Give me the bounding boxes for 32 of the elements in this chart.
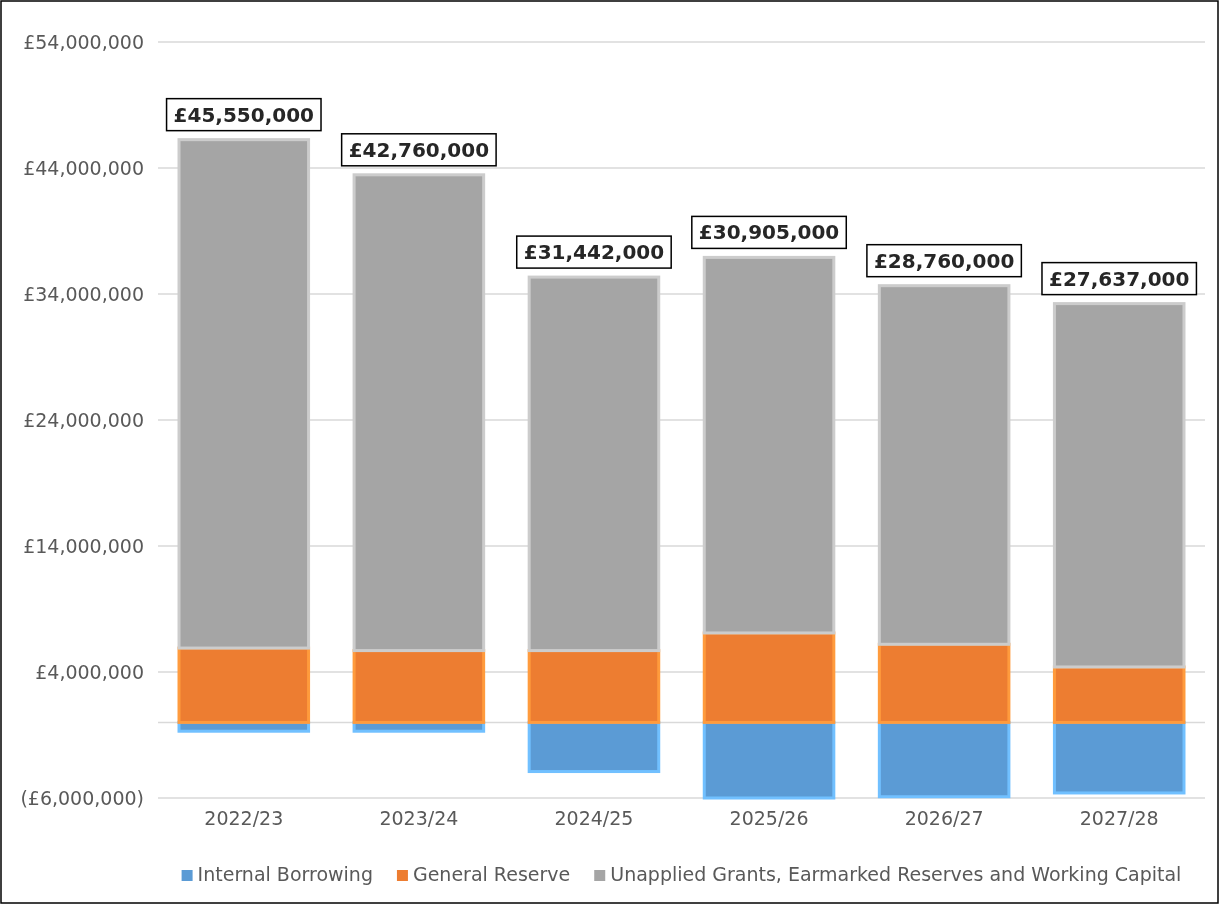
total-label: £28,760,000 xyxy=(873,248,1015,273)
bar xyxy=(877,284,1011,646)
bar xyxy=(527,275,661,653)
bar xyxy=(1052,665,1186,724)
y-tick-label: £54,000,000 xyxy=(23,30,144,53)
bar xyxy=(1052,302,1186,669)
legend-label: General Reserve xyxy=(412,863,571,885)
total-label: £27,637,000 xyxy=(1048,266,1190,291)
bar xyxy=(702,631,836,724)
x-tick-label: 2026/27 xyxy=(904,807,984,830)
legend-label: Unapplied Grants, Earmarked Reserves and Working Capital xyxy=(610,863,1182,885)
x-tick-label: 2022/23 xyxy=(204,807,284,830)
y-tick-label: (£6,000,000) xyxy=(20,786,144,809)
total-label: £30,905,000 xyxy=(698,220,840,245)
legend-label: Internal Borrowing xyxy=(197,863,373,885)
y-tick-label: £44,000,000 xyxy=(23,156,144,179)
bar xyxy=(352,173,486,653)
total-label: £42,760,000 xyxy=(348,137,490,162)
bar xyxy=(352,649,486,724)
x-tick-label: 2023/24 xyxy=(379,807,459,830)
x-tick-label: 2025/26 xyxy=(729,807,809,830)
y-tick-label: £24,000,000 xyxy=(23,408,144,431)
total-label: £45,550,000 xyxy=(173,102,315,127)
bar xyxy=(177,138,311,650)
y-tick-label: £4,000,000 xyxy=(35,660,144,683)
total-label: £31,442,000 xyxy=(523,240,665,265)
bar xyxy=(702,255,836,635)
x-tick-label: 2024/25 xyxy=(554,807,634,830)
bar xyxy=(527,649,661,724)
y-tick-label: £34,000,000 xyxy=(23,282,144,305)
x-tick-label: 2027/28 xyxy=(1079,807,1159,830)
y-tick-label: £14,000,000 xyxy=(23,534,144,557)
